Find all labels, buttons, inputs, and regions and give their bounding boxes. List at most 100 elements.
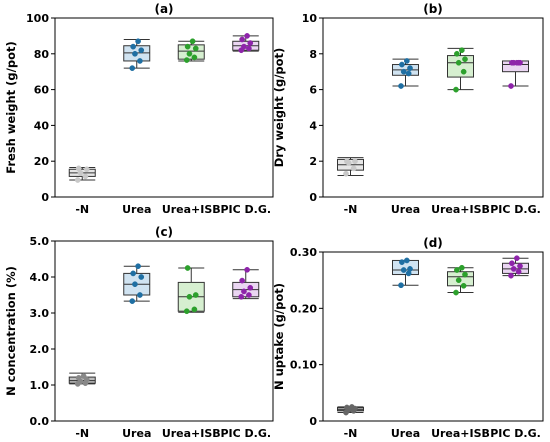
data-point [400, 68, 407, 75]
data-point [82, 173, 89, 180]
y-tick-label: 2.0 [30, 343, 50, 356]
data-point [138, 274, 145, 280]
data-point [80, 373, 87, 379]
data-point [455, 59, 462, 66]
data-point [462, 271, 468, 278]
panel-label: (a) [154, 2, 173, 16]
x-tick-label: Urea [122, 427, 151, 438]
box-n [337, 157, 364, 177]
box-n [68, 372, 96, 387]
data-point [135, 38, 141, 45]
y-tick-label: 3.0 [30, 307, 50, 320]
box-urea [392, 257, 419, 289]
y-axis-title: Fresh weight (g/pot) [4, 41, 18, 174]
box-pic-d-g [232, 33, 260, 54]
data-point [241, 288, 247, 295]
data-point [508, 83, 514, 89]
x-tick-label: -N [75, 427, 89, 438]
y-tick-label: 0.20 [290, 302, 317, 315]
data-point [83, 166, 90, 173]
data-point [183, 308, 190, 315]
data-point [132, 50, 138, 57]
box-urea [123, 263, 151, 304]
data-point [138, 47, 145, 54]
data-point [186, 50, 193, 57]
data-point [192, 292, 199, 298]
data-point [350, 165, 357, 172]
y-tick-label: 20 [34, 155, 50, 168]
data-point [349, 404, 355, 410]
data-point [137, 58, 143, 64]
data-point [247, 284, 254, 291]
x-tick-label: PIC D.G. [490, 203, 541, 216]
y-tick-label: 1.0 [30, 379, 50, 392]
data-point [75, 165, 82, 172]
data-point [404, 257, 410, 264]
y-tick-label: 0.0 [30, 415, 50, 428]
data-point [508, 272, 514, 279]
data-point [192, 45, 199, 52]
x-tick-label: Urea+ISB [431, 203, 490, 216]
data-point [344, 404, 350, 411]
y-tick-label: 4.0 [30, 271, 50, 284]
data-point [459, 47, 465, 54]
chart-panel-2: 0 2 4 6 8 10 Dry weight (g/pot) (b) -N Urea Urea+I… [272, 2, 544, 216]
x-tick-label: Urea+ISB [162, 427, 221, 438]
data-point [514, 255, 520, 262]
x-tick-label: Urea+ISB [431, 427, 490, 438]
panel-label: (b) [423, 2, 443, 16]
data-point [510, 266, 517, 272]
box-pic-d-g [502, 255, 529, 279]
y-tick-label: 0 [41, 191, 49, 204]
data-point [400, 267, 407, 273]
data-point [184, 43, 191, 50]
data-point [238, 293, 245, 300]
data-point [407, 65, 413, 71]
data-point [399, 61, 405, 68]
chart-panel-4: 0 0.10 0.20 0.30 N uptake (g/pot) (d) -N Urea Ur… [272, 236, 544, 440]
x-tick-label: -N [344, 427, 358, 438]
plot-frame [322, 17, 544, 198]
data-point [191, 54, 198, 61]
data-point [189, 38, 196, 45]
x-tick-label: Urea+ISB [162, 203, 221, 216]
y-tick-label: 8 [309, 48, 317, 61]
panel-label: (c) [155, 225, 173, 239]
box-urea [392, 58, 419, 89]
x-tick-label: Urea [391, 427, 420, 438]
data-point [460, 282, 467, 289]
plot-frame [322, 251, 544, 422]
data-point [454, 50, 460, 57]
x-tick-label: PIC D.G. [490, 427, 541, 438]
data-point [246, 45, 252, 52]
box-urea-isb [177, 38, 205, 63]
x-tick-label: PIC D.G. [220, 203, 271, 216]
data-point [405, 70, 412, 77]
data-point [129, 298, 136, 304]
x-tick-label: Urea [122, 203, 151, 216]
data-point [398, 282, 404, 289]
x-tick-label: -N [344, 203, 358, 216]
box-body [447, 55, 474, 78]
data-point [83, 376, 90, 383]
data-point [404, 58, 410, 64]
y-tick-label: 100 [26, 12, 49, 25]
y-tick-label: 40 [34, 119, 50, 132]
data-point [344, 158, 350, 165]
data-point [135, 263, 141, 270]
chart-panel-1: 0 20 40 60 80 100 Fresh weight (g/pot) (a) -N Ure… [4, 2, 274, 216]
y-tick-label: 0.10 [290, 359, 317, 372]
data-point [460, 68, 467, 75]
y-tick-label: 4 [309, 119, 317, 132]
y-tick-label: 0.30 [290, 246, 317, 259]
data-point [509, 59, 515, 66]
box-urea-isb [177, 265, 205, 315]
data-point [515, 268, 522, 275]
data-point [462, 56, 468, 63]
x-tick-label: PIC D.G. [220, 427, 271, 438]
data-point [184, 265, 191, 271]
data-point [246, 292, 252, 298]
y-tick-label: 60 [34, 84, 50, 97]
